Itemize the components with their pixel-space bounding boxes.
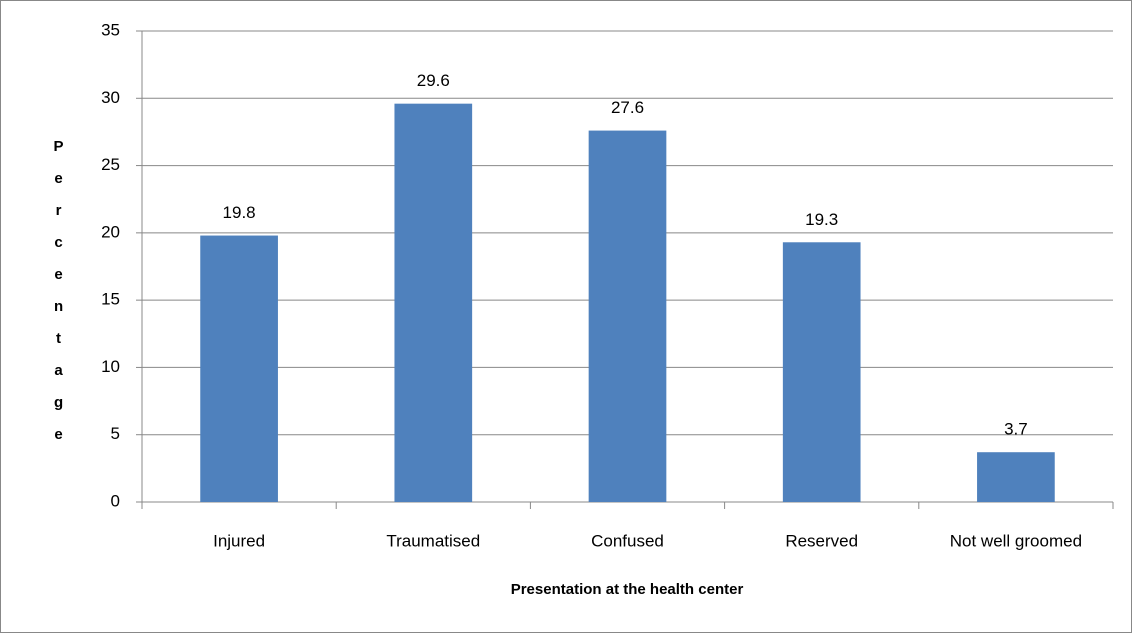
y-tick-label: 20: [101, 222, 120, 241]
y-axis-title: Percentage: [50, 138, 67, 458]
y-tick-label: 25: [101, 155, 120, 174]
x-tick-label: Traumatised: [386, 531, 480, 550]
y-tick-label: 30: [101, 88, 120, 107]
data-label: 27.6: [611, 98, 644, 117]
y-tick-label: 5: [111, 424, 120, 443]
y-tick-label: 15: [101, 290, 120, 309]
bar: [394, 103, 473, 502]
y-tick-label: 35: [101, 20, 120, 39]
bar: [782, 242, 861, 502]
bar: [200, 235, 278, 502]
x-tick-label: Injured: [213, 531, 265, 550]
x-tick-label: Confused: [591, 531, 664, 550]
bar: [588, 130, 667, 502]
data-label: 19.3: [805, 210, 838, 229]
data-label: 19.8: [223, 203, 256, 222]
bar: [977, 452, 1055, 502]
data-label: 29.6: [417, 71, 450, 90]
y-tick-label: 0: [111, 491, 120, 510]
data-label: 3.7: [1004, 420, 1028, 439]
x-tick-label: Not well groomed: [950, 531, 1082, 550]
x-tick-label: Reserved: [785, 531, 858, 550]
y-tick-label: 10: [101, 357, 120, 376]
x-axis-title: Presentation at the health center: [511, 581, 744, 598]
